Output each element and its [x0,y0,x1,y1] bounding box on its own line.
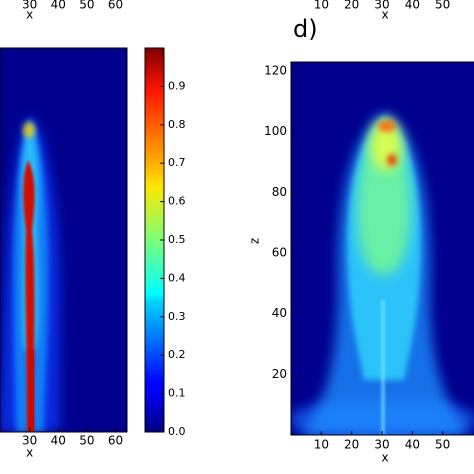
y-tick-label: 20 [272,367,287,381]
colorbar-tick-label: 0.3 [168,310,186,323]
y-axis-label: z [248,238,262,244]
colorbar-tick-label: 0.5 [168,233,186,246]
x-tick-label: 60 [108,0,123,12]
plot-frame [290,61,474,436]
x-tick-label: 20 [344,438,359,452]
colorbar-tick-label: 0.4 [168,271,186,284]
x-tick-label: 10 [314,438,329,452]
y-tick-label: 80 [272,185,287,199]
x-axis-label: x [381,8,388,22]
x-tick-label: 60 [108,434,123,448]
x-axis-label: x [26,446,33,460]
y-tick-label: 100 [264,124,287,138]
y-tick-label: 60 [272,246,287,260]
y-tick-label: 120 [264,64,287,78]
x-tick-label: 40 [51,0,66,12]
x-tick-label: 40 [51,434,66,448]
x-tick-label: 30 [22,0,37,12]
x-tick-label: 40 [405,0,420,12]
y-tick-label: 40 [272,306,287,320]
panel-label: d) [293,15,318,43]
colorbar-tick-label: 0.7 [168,156,186,169]
x-axis-label: x [26,8,33,22]
colorbar-tick-label: 0.1 [168,387,186,400]
x-tick-label: 50 [79,434,94,448]
x-tick-label: 50 [79,0,94,12]
plot-frame [0,47,128,433]
heatmap-image [291,62,474,435]
x-tick-label: 40 [405,438,420,452]
x-tick-label: 50 [435,0,450,12]
heatmap-image [0,48,127,432]
x-tick-label: 30 [22,434,37,448]
x-tick-label: 30 [374,0,389,12]
x-tick-label: 50 [435,438,450,452]
x-tick-label: 30 [374,438,389,452]
x-tick-label: 10 [314,0,329,12]
colorbar-tick-label: 0.8 [168,118,186,131]
x-tick-label: 20 [344,0,359,12]
x-axis-label: x [381,451,388,465]
colorbar-tick-label: 0.2 [168,348,186,361]
colorbar-tick-label: 0.0 [168,425,186,438]
colorbar-tick-label: 0.9 [168,79,186,92]
colorbar-tick-label: 0.6 [168,195,186,208]
